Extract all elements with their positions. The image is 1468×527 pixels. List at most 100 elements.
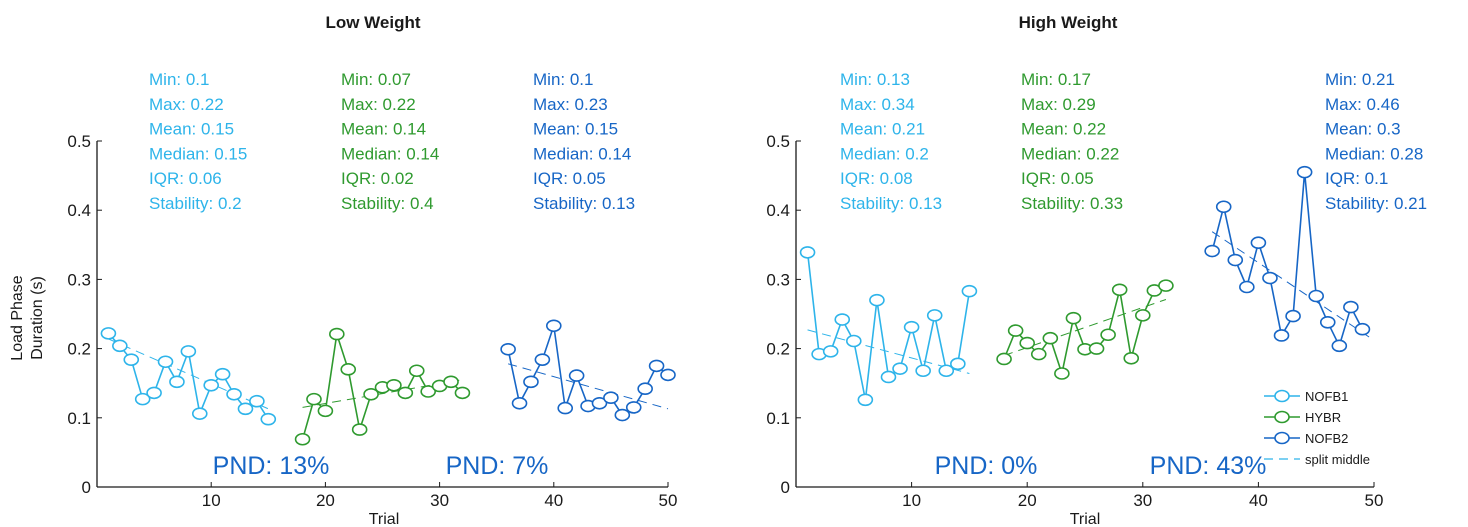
pnd-label: PND: 0% <box>935 452 1038 480</box>
data-point <box>112 339 128 353</box>
data-point <box>260 412 277 426</box>
legend: NOFB1 HYBR NOFB2 split middle <box>1264 389 1370 467</box>
stat-text: Max: 0.34 <box>840 95 915 114</box>
data-point <box>1100 328 1116 342</box>
x-axis-label: Trial <box>369 511 400 527</box>
stat-text: Median: 0.28 <box>1325 144 1423 163</box>
data-point <box>340 363 357 376</box>
stat-text: Stability: 0.13 <box>533 194 635 213</box>
series-line <box>1003 284 1167 377</box>
stat-text: Stability: 0.33 <box>1021 194 1123 213</box>
stat-text: Stability: 0.21 <box>1325 194 1427 213</box>
data-point <box>386 378 402 392</box>
y-tick-label: 0.1 <box>766 409 790 428</box>
stat-text: Median: 0.22 <box>1021 144 1119 163</box>
stat-text: Mean: 0.14 <box>341 120 426 139</box>
data-point <box>1285 309 1301 323</box>
legend-marker <box>1274 389 1290 403</box>
data-point <box>1331 339 1348 353</box>
x-tick-label: 20 <box>1018 491 1037 510</box>
split-middle-line <box>507 363 669 410</box>
legend-label: HYBR <box>1305 410 1341 425</box>
plot-area: 0 0.1 0.2 0.3 0.4 0.5 10 20 30 40 50 Min: 0.1 Max: 0… <box>67 70 677 510</box>
data-point <box>545 319 562 333</box>
stat-text: Mean: 0.3 <box>1325 120 1401 139</box>
data-point <box>799 246 816 259</box>
stat-text: IQR: 0.06 <box>149 169 222 188</box>
data-point <box>329 327 345 341</box>
y-tick-label: 0.5 <box>67 132 91 151</box>
pnd-label: PND: 43% <box>1150 452 1267 480</box>
legend-marker <box>1274 410 1290 424</box>
stat-text: Stability: 0.4 <box>341 194 434 213</box>
data-point <box>454 386 471 400</box>
y-tick-label: 0.4 <box>67 201 91 220</box>
y-tick-label: 0.3 <box>766 270 790 289</box>
data-point <box>134 392 151 406</box>
x-tick-label: 30 <box>1133 491 1152 510</box>
stat-text: Median: 0.14 <box>533 144 631 163</box>
data-point <box>191 407 208 420</box>
legend-marker <box>1274 431 1290 445</box>
stat-text: Median: 0.15 <box>149 144 247 163</box>
data-point <box>534 353 551 366</box>
data-point <box>351 423 368 436</box>
data-point <box>226 387 242 401</box>
stat-text: IQR: 0.05 <box>1021 169 1094 188</box>
data-point <box>834 313 851 326</box>
data-point <box>123 353 140 366</box>
stat-text: Max: 0.22 <box>341 95 416 114</box>
stat-text: Stability: 0.2 <box>149 194 242 213</box>
data-point <box>892 362 908 375</box>
data-point <box>1343 300 1359 314</box>
y-tick-label: 0.2 <box>67 340 91 359</box>
y-tick-label: 0 <box>82 478 91 497</box>
data-point <box>1054 367 1070 380</box>
data-point <box>880 370 897 384</box>
data-point <box>1250 236 1267 250</box>
data-point <box>157 355 174 369</box>
data-point <box>1308 289 1324 303</box>
stat-text: Min: 0.1 <box>149 70 209 89</box>
y-axis-label-line2: Duration (s) <box>29 276 46 360</box>
y-tick-label: 0.4 <box>766 201 790 220</box>
stat-text: Max: 0.22 <box>149 95 224 114</box>
stat-text: IQR: 0.08 <box>840 169 913 188</box>
data-point <box>603 391 619 405</box>
data-point <box>1042 331 1059 345</box>
x-tick-label: 10 <box>902 491 921 510</box>
y-tick-label: 0.2 <box>766 340 790 359</box>
y-tick-label: 0.5 <box>766 132 790 151</box>
data-point <box>915 364 931 378</box>
data-point <box>926 309 943 322</box>
data-point <box>961 284 978 298</box>
stat-text: Median: 0.14 <box>341 144 439 163</box>
data-point <box>637 382 653 396</box>
data-point <box>1030 347 1047 361</box>
stat-text: Min: 0.13 <box>840 70 910 89</box>
data-point <box>169 375 185 389</box>
data-point <box>1111 283 1128 297</box>
data-point <box>511 396 528 410</box>
data-point <box>523 375 539 389</box>
stat-text: Mean: 0.15 <box>533 120 618 139</box>
stat-text: Min: 0.1 <box>533 70 593 89</box>
data-point <box>408 364 425 378</box>
data-point <box>648 359 665 373</box>
stat-text: Mean: 0.21 <box>840 120 925 139</box>
data-point <box>938 364 955 378</box>
panel-high-weight: High Weight Trial 0 0.1 0.2 0.3 0.4 0.5 10 20 30… <box>766 13 1427 527</box>
panel-title: Low Weight <box>325 13 420 32</box>
legend-label: NOFB1 <box>1305 389 1348 404</box>
data-point <box>660 368 676 382</box>
data-point <box>869 293 885 307</box>
data-point <box>397 386 414 400</box>
data-point <box>1135 309 1151 322</box>
x-tick-label: 50 <box>1365 491 1384 510</box>
data-point <box>317 404 334 418</box>
data-point <box>625 401 642 414</box>
stat-text: Mean: 0.15 <box>149 120 234 139</box>
panel-low-weight: Low Weight Load Phase Duration (s) Trial… <box>9 13 677 527</box>
data-point <box>614 408 631 422</box>
y-tick-label: 0 <box>781 478 790 497</box>
